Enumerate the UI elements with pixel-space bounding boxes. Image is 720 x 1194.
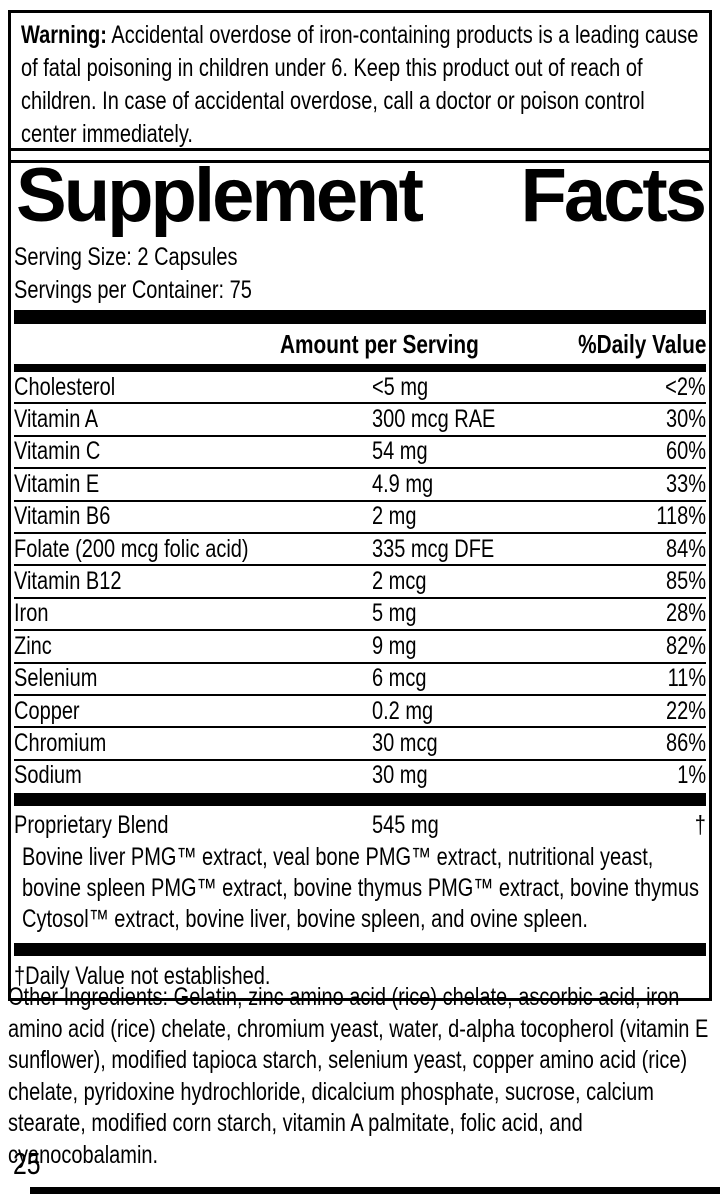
nutrient-amount: 9 mg bbox=[372, 631, 417, 660]
table-row: Folate (200 mcg folic acid) 335 mcg DFE … bbox=[14, 531, 706, 564]
nutrient-amount: 4.9 mg bbox=[372, 469, 434, 498]
nutrient-name: Vitamin C bbox=[14, 437, 101, 466]
nutrient-daily-value: 28% bbox=[665, 599, 706, 628]
table-row: Iron 5 mg 28% bbox=[14, 596, 706, 629]
blend-amount: 545 mg bbox=[372, 810, 439, 839]
table-row: Selenium 6 mcg 11% bbox=[14, 661, 706, 694]
table-row: Sodium 30 mg 1% bbox=[14, 758, 706, 791]
nutrient-name: Iron bbox=[14, 599, 49, 628]
servings-per-container-line: Servings per Container: 75 bbox=[14, 276, 252, 304]
table-row: Vitamin B12 2 mcg 85% bbox=[14, 564, 706, 596]
nutrient-name: Vitamin B12 bbox=[14, 567, 122, 596]
warning-body: Accidental overdose of iron-containing p… bbox=[21, 21, 699, 148]
serving-size-line: Serving Size: 2 Capsules bbox=[14, 243, 238, 271]
table-row: Cholesterol <5 mg <2% bbox=[14, 372, 706, 402]
nutrient-daily-value: 85% bbox=[665, 567, 706, 596]
nutrient-name: Cholesterol bbox=[14, 372, 116, 401]
table-row: Vitamin E 4.9 mg 33% bbox=[14, 467, 706, 499]
nutrient-daily-value: 1% bbox=[677, 761, 706, 790]
proprietary-blend-row: Proprietary Blend 545 mg † bbox=[14, 808, 706, 842]
header-amount-per-serving: Amount per Serving bbox=[280, 328, 479, 359]
warning-label: Warning: bbox=[21, 21, 107, 49]
nutrient-amount: 6 mcg bbox=[372, 664, 427, 693]
nutrient-name: Copper bbox=[14, 696, 80, 725]
table-row: Vitamin C 54 mg 60% bbox=[14, 434, 706, 467]
nutrient-amount: 335 mcg DFE bbox=[372, 534, 495, 563]
nutrient-daily-value: <2% bbox=[665, 372, 706, 401]
blend-daily-value: † bbox=[694, 810, 706, 839]
footer-rule bbox=[30, 1187, 720, 1194]
warning-box: Warning: Accidental overdose of iron-con… bbox=[8, 10, 712, 163]
nutrient-name: Folate (200 mcg folic acid) bbox=[14, 534, 249, 563]
header-daily-value: %Daily Value bbox=[577, 328, 706, 359]
blend-name: Proprietary Blend bbox=[14, 810, 169, 839]
nutrient-name: Chromium bbox=[14, 728, 107, 757]
nutrient-name: Vitamin E bbox=[14, 469, 100, 498]
nutrient-daily-value: 11% bbox=[667, 664, 706, 693]
title-word-supplement: Supplement bbox=[16, 153, 424, 238]
nutrient-name: Vitamin B6 bbox=[14, 502, 111, 531]
warning-text: Warning: Accidental overdose of iron-con… bbox=[21, 19, 699, 151]
table-row: Copper 0.2 mg 22% bbox=[14, 693, 706, 726]
nutrient-amount: 54 mg bbox=[372, 437, 428, 466]
nutrient-amount: 30 mg bbox=[372, 761, 428, 790]
table-row: Chromium 30 mcg 86% bbox=[14, 726, 706, 758]
table-row: Vitamin A 300 mcg RAE 30% bbox=[14, 402, 706, 434]
nutrient-name: Vitamin A bbox=[14, 405, 99, 434]
daily-value-footnote: †Daily Value not established. bbox=[14, 961, 271, 990]
nutrient-amount: 5 mg bbox=[372, 599, 417, 628]
nutrient-amount: <5 mg bbox=[372, 372, 429, 401]
title-word-facts: Facts bbox=[520, 153, 706, 238]
nutrient-table: Cholesterol <5 mg <2% Vitamin A 300 mcg … bbox=[14, 372, 706, 791]
divider-bar-top bbox=[14, 310, 706, 324]
divider-bar-sodium bbox=[14, 793, 706, 807]
blend-description: Bovine liver PMG™ extract, veal bone PMG… bbox=[22, 843, 699, 934]
page-number: 25 bbox=[13, 1146, 41, 1181]
nutrient-amount: 2 mcg bbox=[372, 567, 427, 596]
table-row: Zinc 9 mg 82% bbox=[14, 629, 706, 661]
nutrient-daily-value: 84% bbox=[665, 534, 706, 563]
other-ingredients: Other Ingredients: Gelatin, zinc amino a… bbox=[8, 983, 709, 1169]
panel-title: Supplement Facts bbox=[14, 153, 706, 241]
table-row: Vitamin B6 2 mg 118% bbox=[14, 499, 706, 532]
nutrient-name: Selenium bbox=[14, 664, 98, 693]
nutrient-amount: 30 mcg bbox=[372, 728, 438, 757]
nutrient-name: Sodium bbox=[14, 761, 82, 790]
nutrient-daily-value: 118% bbox=[656, 502, 706, 531]
divider-bar-blend bbox=[14, 943, 706, 957]
nutrient-daily-value: 22% bbox=[665, 696, 706, 725]
nutrient-daily-value: 86% bbox=[665, 728, 706, 757]
nutrient-daily-value: 82% bbox=[665, 631, 706, 660]
table-header-row: Amount per Serving %Daily Value bbox=[14, 324, 706, 364]
supplement-facts-panel: Supplement Facts Serving Size: 2 Capsule… bbox=[8, 148, 712, 1002]
nutrient-amount: 2 mg bbox=[372, 502, 417, 531]
nutrient-daily-value: 60% bbox=[665, 437, 706, 466]
nutrient-daily-value: 33% bbox=[665, 469, 706, 498]
nutrient-name: Zinc bbox=[14, 631, 52, 660]
divider-bar-header bbox=[14, 364, 706, 372]
nutrient-amount: 0.2 mg bbox=[372, 696, 434, 725]
nutrient-daily-value: 30% bbox=[665, 405, 706, 434]
nutrient-amount: 300 mcg RAE bbox=[372, 405, 496, 434]
